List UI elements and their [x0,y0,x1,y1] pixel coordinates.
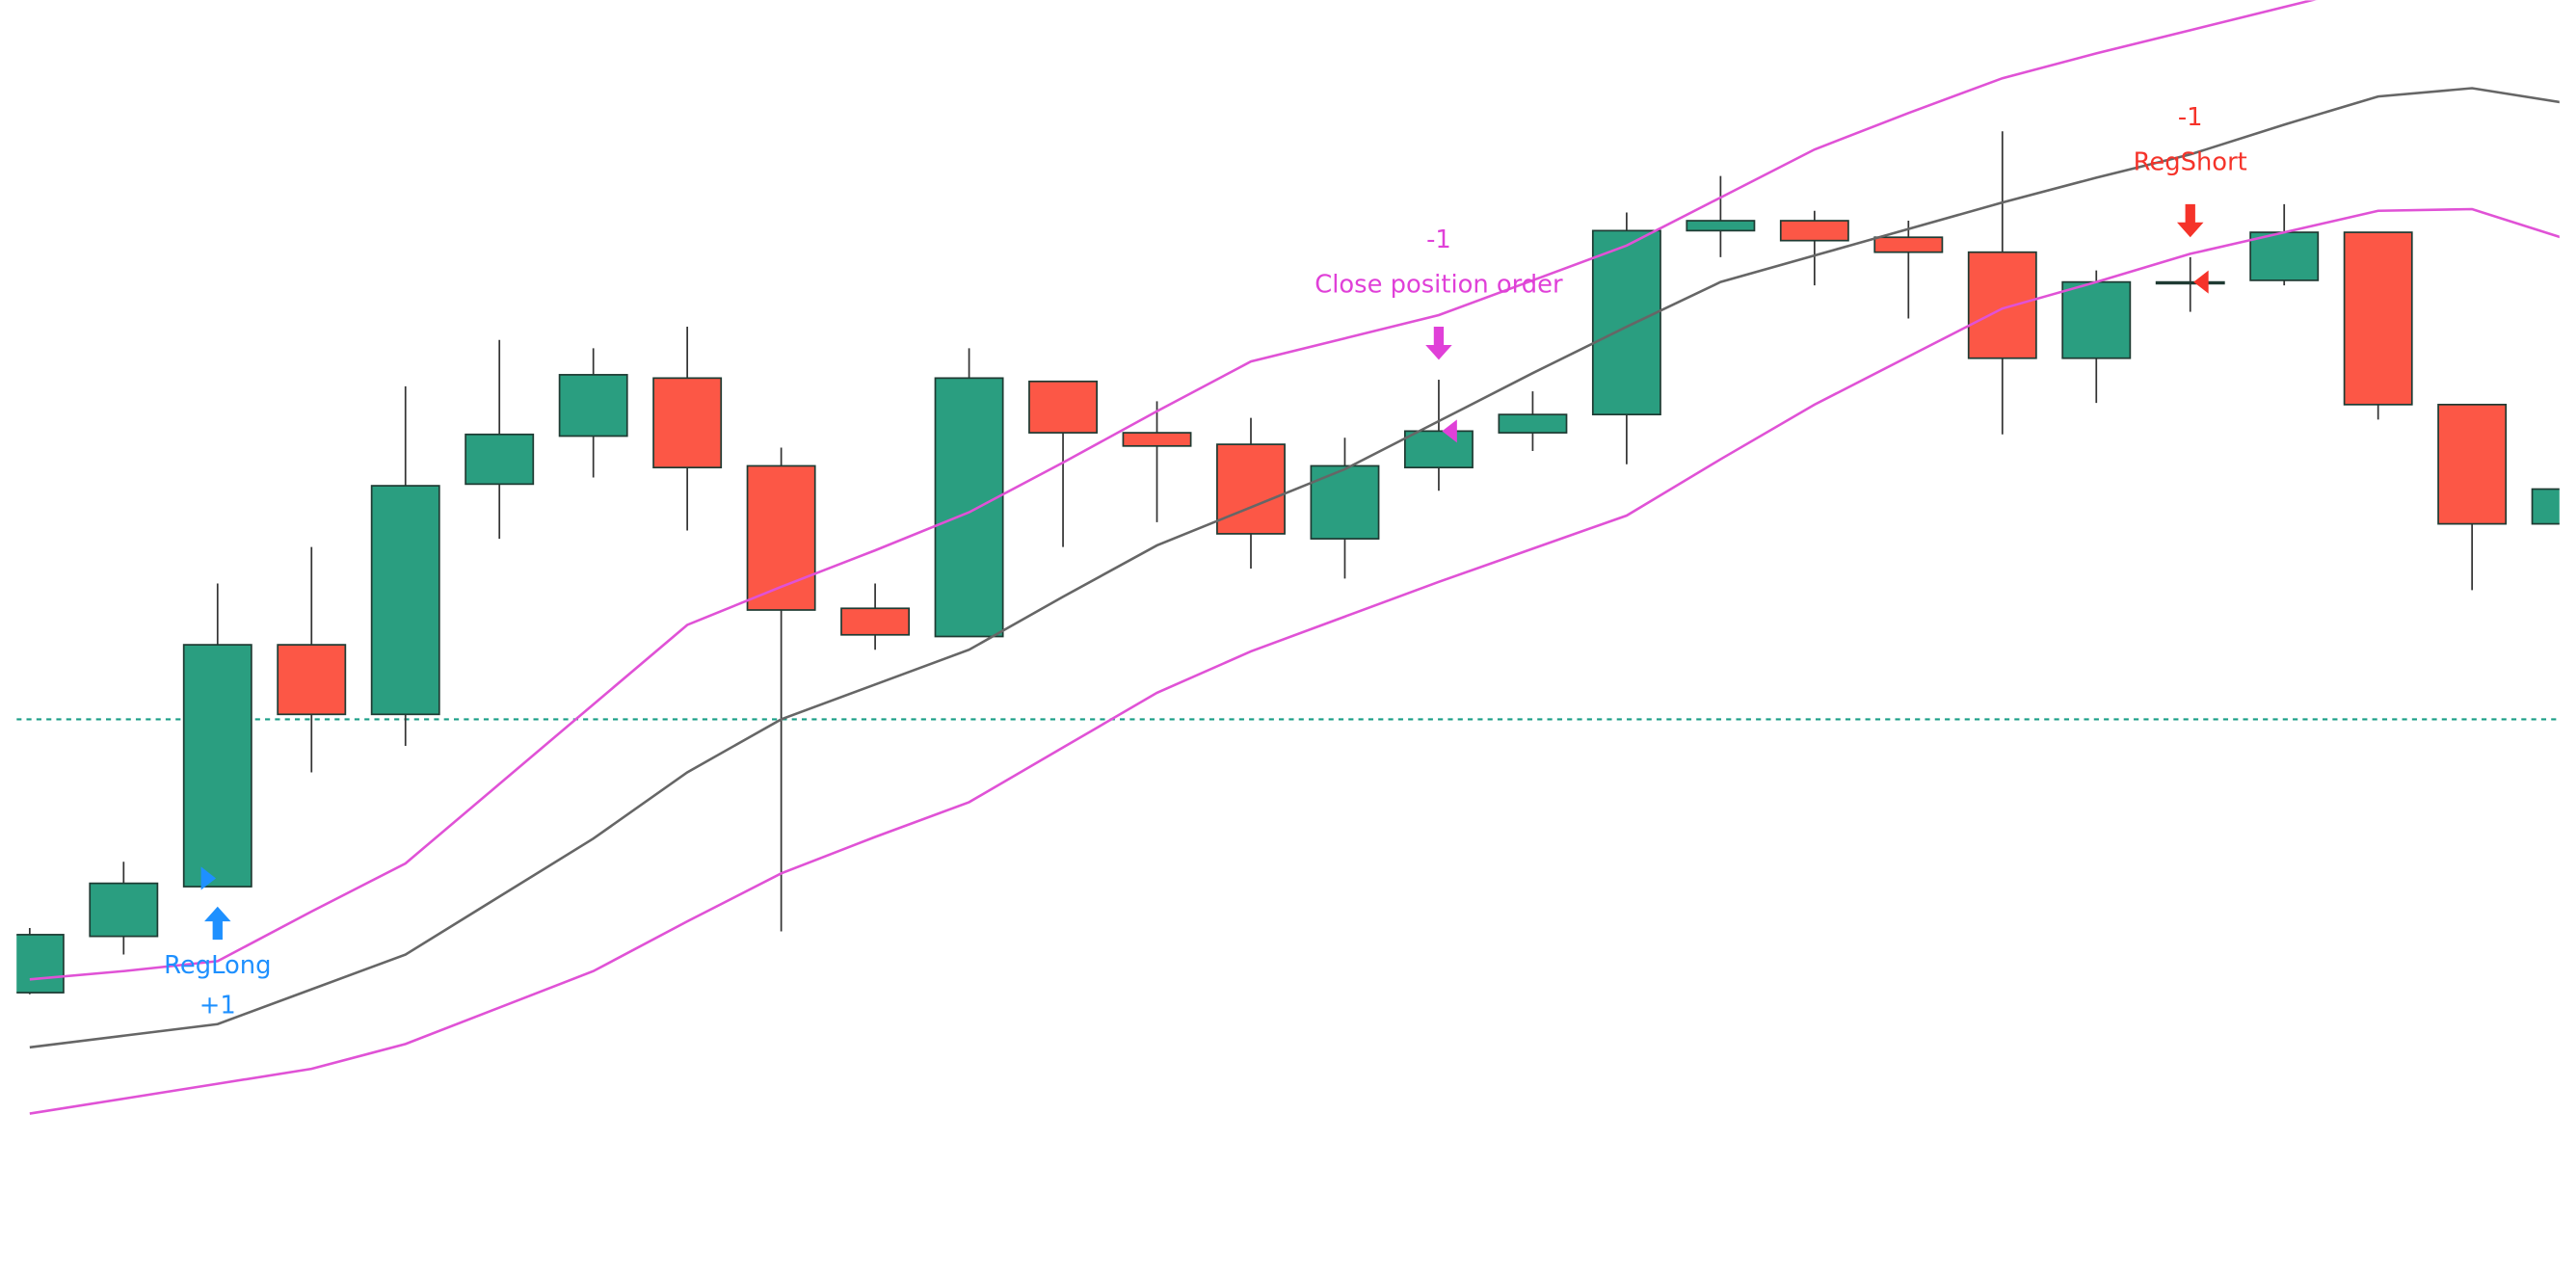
candle-body [840,607,911,636]
annotation-text: -1 [1426,225,1451,254]
annotation-text: -1 [2178,103,2203,132]
candle-body [370,485,440,716]
candle-body [89,882,159,938]
candle-body [465,433,535,486]
candle-body [1686,220,1756,232]
annotations: RegLong +1 -1 Close position order -1 RegShor… [164,103,2247,1020]
candle-body [652,377,723,469]
fill-marker [200,866,217,890]
annotation-text: +1 [199,991,236,1020]
candle-body [2531,488,2560,525]
plot-area [16,0,2560,1115]
candle-body [2437,403,2508,525]
candle-body [2343,231,2413,406]
candle-body [1591,229,1661,416]
candle-body [1498,413,1568,434]
fill-marker [2193,270,2209,294]
candle-body [1310,464,1380,540]
candle-body [1873,236,1944,253]
candle-body [16,934,65,994]
candle-body [277,644,347,716]
indicator-line [29,207,2560,1115]
candle-body [1779,220,1849,242]
annotation-text: Close position order [1315,271,1563,300]
candle-body [1216,443,1286,535]
exit-arrow [2176,203,2204,238]
candle-body [1403,430,1474,469]
candle-body [2249,231,2320,281]
annotation-text: RegShort [2134,147,2247,176]
exit-arrow [1425,327,1452,360]
candle-body [2155,280,2225,285]
fill-marker [1442,419,1457,443]
candle-body [1028,380,1098,434]
indicator-line [29,0,2317,981]
candle-body [558,374,628,438]
candle-body [2061,280,2132,359]
annotation-text: RegLong [164,951,271,980]
candle-body [182,644,252,888]
candle-body [1122,432,1192,447]
candle-body [934,377,1004,638]
candle-body [746,464,816,611]
candle-body [1967,251,2037,359]
entry-arrow [204,906,231,941]
indicator-line [29,87,2560,1049]
